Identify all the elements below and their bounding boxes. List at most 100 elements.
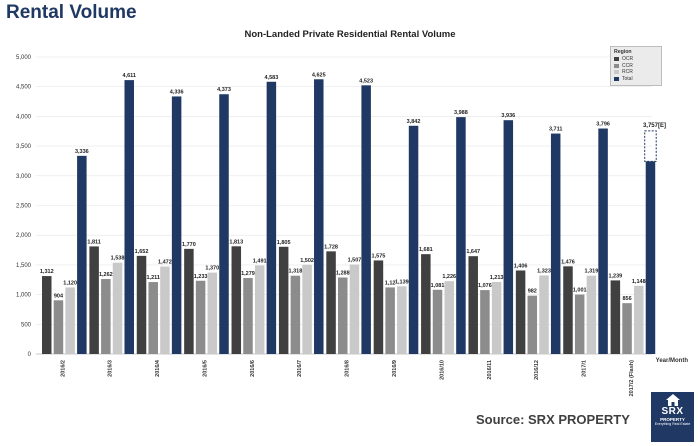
x-axis-label: Year/Month (656, 358, 689, 364)
data-label-rcr: 1,323 (537, 268, 551, 274)
y-tick-label: 3,000 (16, 174, 32, 180)
bar-total (124, 80, 134, 354)
chart-title: Non-Landed Private Residential Rental Vo… (244, 29, 456, 40)
bar-ccr (480, 290, 490, 354)
bar-total (408, 125, 419, 354)
x-tick-label: 2017/2 (Flash) (629, 360, 635, 397)
data-label-rcr: 1,370 (205, 266, 219, 272)
bar-ocr (278, 246, 289, 354)
legend-title: Region (614, 49, 632, 55)
y-tick-label: 2,000 (16, 233, 32, 239)
logo-tagline: Everything Real Estate (654, 422, 691, 426)
bar-ccr (338, 277, 348, 354)
y-tick-label: 4,500 (16, 85, 32, 91)
x-tick-label: 2016/11 (487, 360, 493, 380)
legend-label-rcr: RCR (622, 69, 633, 76)
legend-swatch-ccr (614, 63, 619, 68)
x-tick-label: 2016/9 (392, 360, 398, 377)
data-label-total: 4,373 (217, 87, 231, 93)
bar-ocr (373, 260, 384, 354)
data-label-rcr: 1,319 (584, 269, 598, 275)
data-label-total: 3,336 (75, 149, 89, 155)
bar-ccr (290, 275, 301, 354)
bar-ocr (610, 280, 621, 354)
bar-rcr (160, 266, 170, 354)
legend-item-ccr: CCR (614, 63, 658, 70)
y-tick-label: 1,000 (16, 293, 32, 299)
bar-rcr (491, 281, 502, 354)
srx-logo: SRX PROPERTY Everything Real Estate (651, 392, 694, 442)
data-label-ocr: 1,652 (135, 249, 149, 255)
bar-ccr (53, 300, 64, 354)
data-label-ccr: 1,081 (431, 283, 445, 289)
x-tick-label: 2016/3 (108, 360, 114, 377)
data-label-total: 3,842 (407, 119, 421, 125)
y-tick-label: 3,500 (16, 144, 32, 150)
data-label-rcr: 1,538 (111, 256, 125, 262)
data-label-rcr: 1,226 (442, 274, 456, 280)
bar-total (503, 120, 514, 354)
data-label-ocr: 1,770 (182, 242, 196, 248)
bar-rcr (349, 264, 360, 354)
source-note: Source: SRX PROPERTY (476, 412, 630, 427)
bar-total (598, 128, 608, 354)
legend-label-total: Total (622, 76, 633, 83)
data-label-rcr: 1,507 (348, 257, 362, 263)
legend-label-ccr: CCR (622, 62, 633, 69)
house-icon (665, 394, 680, 406)
bar-ocr (563, 266, 573, 354)
bar-total (361, 85, 371, 354)
legend-item-total: Total (614, 76, 658, 83)
data-label-total: 4,625 (312, 72, 326, 78)
data-label-ocr: 1,647 (466, 249, 480, 255)
bar-ocr (184, 248, 194, 354)
data-label-ocr: 1,728 (324, 244, 338, 250)
legend-item-rcr: RCR (614, 69, 658, 76)
bar-rcr (444, 281, 454, 354)
bar-total (456, 117, 466, 355)
bar-ocr (421, 254, 431, 354)
bar-rcr (207, 272, 218, 354)
bar-total (171, 96, 182, 355)
x-tick-label: 2016/12 (534, 360, 540, 380)
bar-rcr (397, 286, 407, 354)
data-label-ccr: 1,233 (194, 274, 208, 280)
bar-rcr (254, 265, 265, 354)
data-label-ccr: 1,288 (336, 270, 350, 276)
y-tick-label: 2,500 (16, 204, 32, 210)
bar-ocr (468, 256, 478, 354)
data-label-rcr: 1,148 (632, 279, 646, 285)
data-label-ocr: 1,813 (229, 239, 243, 245)
x-tick-label: 2016/2 (60, 360, 66, 377)
bar-ccr (574, 294, 585, 354)
bar-rcr (634, 285, 644, 354)
legend-swatch-ocr (614, 57, 619, 62)
bar-ocr (136, 255, 147, 354)
data-label-ocr: 1,811 (87, 239, 100, 245)
bar-ocr (42, 276, 52, 354)
legend-label-ocr: OCR (622, 56, 634, 63)
data-label-total: 4,523 (359, 78, 373, 84)
data-label-ocr: 1,406 (514, 263, 528, 269)
bar-rcr (586, 275, 597, 354)
bar-total (219, 94, 229, 354)
data-label-ccr: 1,12 (385, 280, 396, 286)
data-label-rcr: 1,502 (300, 258, 314, 264)
data-label-ocr: 1,805 (277, 240, 291, 246)
data-label-total: 4,336 (170, 89, 184, 95)
data-label-ccr: 1,279 (241, 271, 255, 277)
bar-ccr (622, 303, 632, 354)
bar-rcr (112, 262, 123, 354)
data-label-rcr: 1,491 (253, 258, 267, 264)
y-tick-label: 5,000 (16, 55, 32, 61)
bar-ccr (432, 289, 443, 354)
bar-total (266, 81, 277, 354)
data-label-ocr: 1,476 (561, 259, 575, 265)
bar-ccr (527, 295, 538, 354)
data-label-rcr: 1,472 (158, 260, 172, 266)
legend-item-ocr: OCR (614, 56, 658, 63)
data-label-ccr: 1,262 (99, 272, 113, 278)
data-label-total: 3,711 (549, 127, 562, 133)
chart-legend: Region OCR CCR RCR Total (610, 46, 662, 86)
bar-ocr (515, 270, 526, 354)
